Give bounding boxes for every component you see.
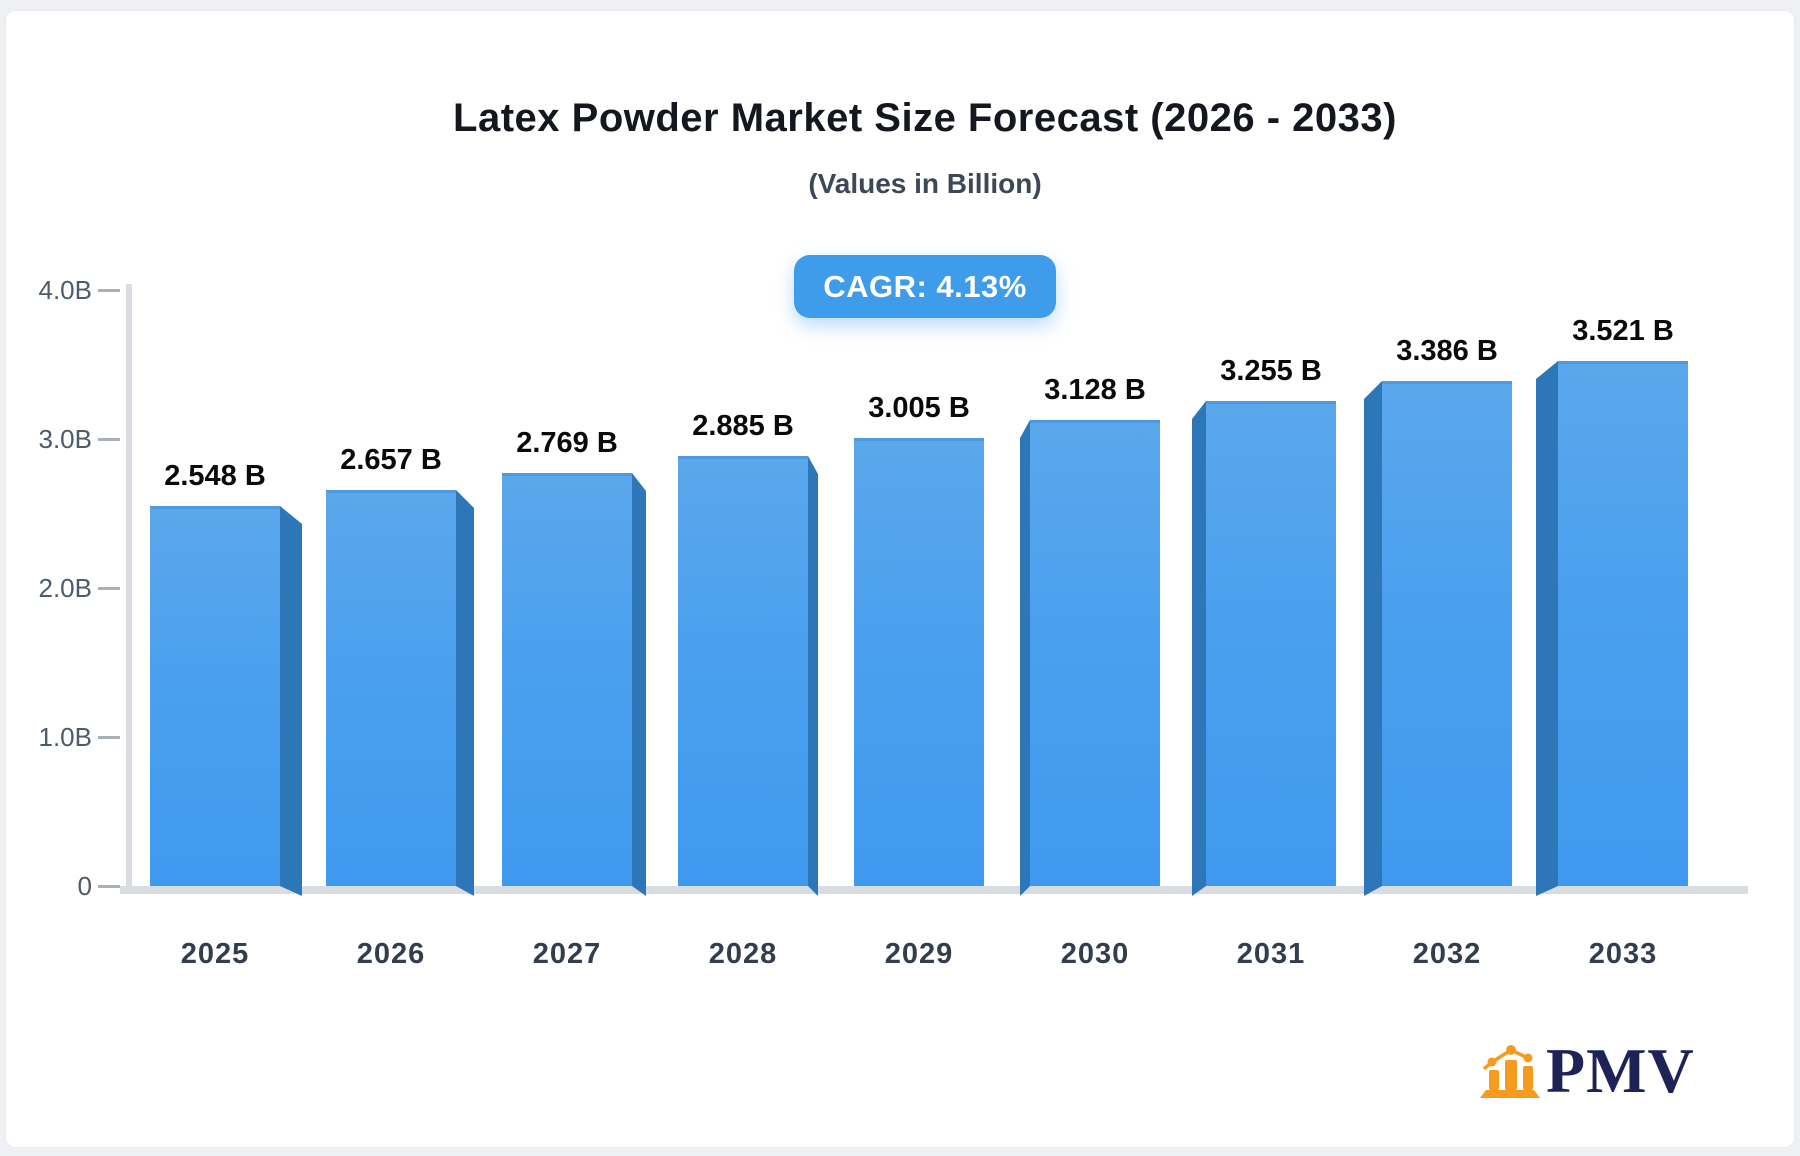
bar-side-face-2028 bbox=[808, 456, 818, 896]
bar-side-face-2030 bbox=[1020, 420, 1030, 896]
bar-value-label-2027: 2.769 B bbox=[516, 427, 618, 459]
pmv-logo-text: PMV bbox=[1546, 1035, 1695, 1106]
bar-value-label-2031: 3.255 B bbox=[1220, 355, 1322, 387]
bar-2026 bbox=[326, 490, 456, 886]
bar-side-face-2026 bbox=[456, 490, 474, 896]
x-axis-baseline bbox=[120, 886, 1748, 894]
x-category-label-2027: 2027 bbox=[532, 938, 602, 970]
bar-value-label-2026: 2.657 B bbox=[340, 444, 442, 476]
chart-subtitle: (Values in Billion) bbox=[808, 168, 1042, 199]
bar-2029 bbox=[854, 438, 984, 886]
bar-side-face-2027 bbox=[632, 473, 646, 896]
cagr-badge-label: CAGR: 4.13% bbox=[823, 268, 1027, 304]
bar-2031 bbox=[1206, 401, 1336, 886]
bar-2027 bbox=[502, 473, 632, 886]
y-tick-dash-4.0B bbox=[98, 288, 120, 292]
cagr-badge: CAGR: 4.13% bbox=[794, 255, 1056, 318]
bar-value-label-2030: 3.128 B bbox=[1044, 374, 1146, 406]
y-tick-dash-1.0B bbox=[98, 735, 120, 739]
bar-2025 bbox=[150, 506, 280, 886]
bar-2030 bbox=[1030, 420, 1160, 886]
y-tick-dash-3.0B bbox=[98, 437, 120, 441]
bar-side-face-2025 bbox=[280, 506, 302, 896]
bar-2032 bbox=[1382, 381, 1512, 886]
y-tick-dash-0 bbox=[98, 884, 120, 888]
x-category-label-2030: 2030 bbox=[1060, 938, 1130, 970]
bar-side-face-2032 bbox=[1364, 381, 1382, 896]
bar-value-label-2033: 3.521 B bbox=[1572, 315, 1674, 347]
y-tick-label-1.0B: 1.0B bbox=[38, 722, 93, 752]
bar-2033 bbox=[1558, 361, 1688, 886]
x-category-label-2033: 2033 bbox=[1588, 938, 1658, 970]
bar-value-label-2032: 3.386 B bbox=[1396, 335, 1498, 367]
chart-title: Latex Powder Market Size Forecast (2026 … bbox=[453, 96, 1397, 140]
bar-value-label-2028: 2.885 B bbox=[692, 410, 794, 442]
bar-2028 bbox=[678, 456, 808, 886]
x-category-label-2025: 2025 bbox=[180, 938, 250, 970]
pmv-logo: PMV bbox=[1478, 1035, 1695, 1106]
x-category-label-2028: 2028 bbox=[708, 938, 778, 970]
y-axis-line bbox=[126, 284, 132, 888]
y-tick-label-0: 0 bbox=[77, 871, 92, 901]
bar-value-label-2029: 3.005 B bbox=[868, 392, 970, 424]
y-tick-label-3.0B: 3.0B bbox=[38, 424, 93, 454]
y-tick-dash-2.0B bbox=[98, 586, 120, 590]
y-tick-label-2.0B: 2.0B bbox=[38, 573, 93, 603]
x-category-label-2026: 2026 bbox=[356, 938, 426, 970]
bar-value-label-2025: 2.548 B bbox=[164, 460, 266, 492]
bar-side-face-2033 bbox=[1536, 361, 1558, 896]
bar-chart-logo-icon bbox=[1480, 1045, 1540, 1098]
x-category-label-2032: 2032 bbox=[1412, 938, 1482, 970]
bar-side-face-2031 bbox=[1192, 401, 1206, 896]
x-category-label-2031: 2031 bbox=[1236, 938, 1306, 970]
y-tick-label-4.0B: 4.0B bbox=[38, 275, 93, 305]
x-category-label-2029: 2029 bbox=[884, 938, 954, 970]
